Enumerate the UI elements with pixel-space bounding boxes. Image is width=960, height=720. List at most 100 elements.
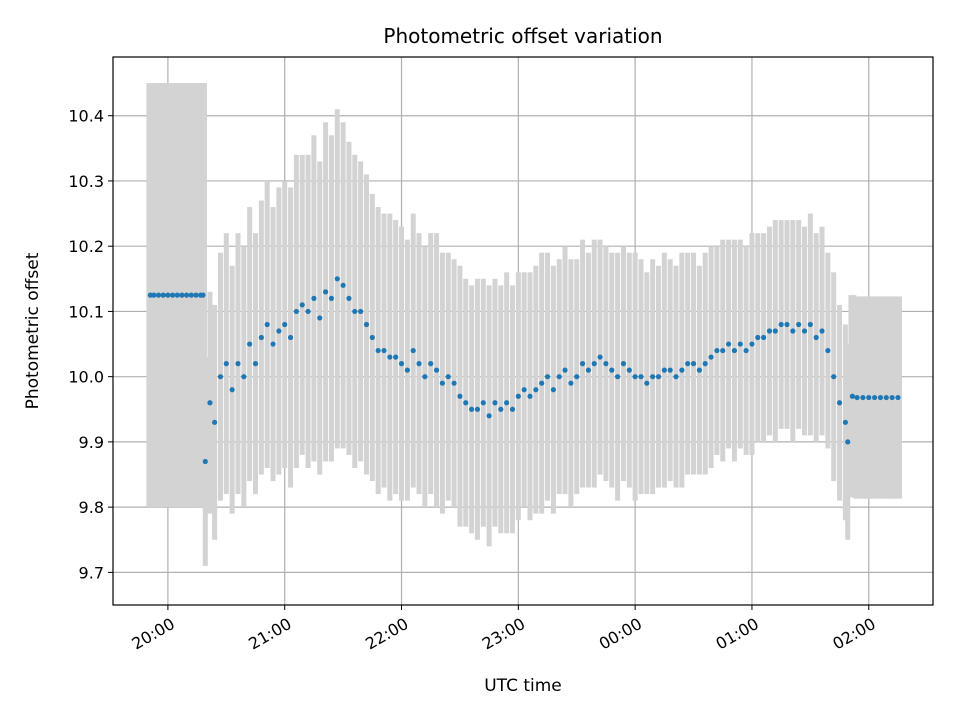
data-point xyxy=(322,289,329,295)
y-tick-label: 10.1 xyxy=(68,302,104,321)
data-point xyxy=(655,374,662,380)
data-point xyxy=(527,393,533,399)
data-point xyxy=(673,374,679,380)
data-point xyxy=(492,400,498,406)
data-point xyxy=(749,341,755,347)
data-point xyxy=(556,374,562,380)
data-point xyxy=(845,439,851,445)
data-point xyxy=(410,347,416,354)
data-point xyxy=(457,393,463,399)
data-point xyxy=(474,406,481,412)
data-point xyxy=(685,361,691,367)
data-point xyxy=(714,347,720,354)
data-point xyxy=(428,361,434,367)
data-point xyxy=(270,341,276,347)
data-point xyxy=(509,406,516,412)
data-point xyxy=(504,400,510,406)
data-point xyxy=(766,328,773,334)
data-point xyxy=(404,367,410,373)
data-point xyxy=(179,292,185,298)
data-point xyxy=(515,393,521,399)
y-tick-label: 10.3 xyxy=(68,172,104,191)
data-point xyxy=(533,387,539,393)
data-point xyxy=(849,393,856,399)
data-point xyxy=(439,380,446,386)
data-point xyxy=(258,334,264,341)
data-point xyxy=(498,406,504,412)
data-point xyxy=(720,347,726,354)
data-point xyxy=(790,328,796,334)
data-point xyxy=(486,413,492,419)
data-point xyxy=(422,374,428,380)
data-point xyxy=(603,361,609,367)
data-point xyxy=(638,374,644,380)
data-points xyxy=(147,276,901,465)
data-point xyxy=(188,292,194,298)
data-point xyxy=(801,328,808,334)
data-point xyxy=(597,354,603,360)
data-point xyxy=(381,347,387,354)
data-point xyxy=(772,328,778,334)
data-point xyxy=(346,295,352,301)
data-point xyxy=(363,321,370,328)
data-point xyxy=(293,308,299,315)
data-point xyxy=(200,292,206,298)
data-point xyxy=(375,347,381,354)
data-point xyxy=(696,367,702,373)
data-point xyxy=(679,367,685,373)
data-point xyxy=(212,419,218,425)
data-point xyxy=(632,374,638,380)
data-point xyxy=(889,394,895,401)
data-point xyxy=(761,334,767,341)
data-point xyxy=(521,387,527,393)
x-axis-label: UTC time xyxy=(484,676,562,696)
data-point xyxy=(352,308,358,315)
data-point xyxy=(854,394,860,401)
data-point xyxy=(860,394,866,401)
y-tick-label: 10.4 xyxy=(68,107,104,126)
data-point xyxy=(276,328,282,334)
data-point xyxy=(690,361,697,367)
data-point xyxy=(264,321,270,328)
data-point xyxy=(585,367,592,373)
data-point xyxy=(247,341,253,347)
data-point xyxy=(796,321,802,328)
data-point xyxy=(650,374,656,380)
data-point xyxy=(667,367,673,373)
data-point xyxy=(819,328,825,334)
data-point xyxy=(609,367,615,373)
data-point xyxy=(183,292,190,298)
data-point xyxy=(469,406,475,412)
data-point xyxy=(737,341,743,347)
data-point xyxy=(282,321,288,328)
data-point xyxy=(387,354,393,360)
data-point xyxy=(755,334,761,341)
data-point xyxy=(305,308,311,315)
data-point xyxy=(299,302,305,308)
data-point xyxy=(708,354,714,360)
data-point xyxy=(229,387,235,393)
data-point xyxy=(562,367,568,373)
data-point xyxy=(866,394,872,401)
data-point xyxy=(160,292,166,298)
data-point xyxy=(287,334,294,341)
data-point xyxy=(202,458,208,465)
data-point xyxy=(568,380,574,386)
y-tick-label: 10.0 xyxy=(68,368,104,387)
data-point xyxy=(151,292,157,298)
data-point xyxy=(579,361,586,367)
data-point xyxy=(784,321,790,328)
data-point xyxy=(877,394,884,401)
data-point xyxy=(217,374,224,380)
data-point xyxy=(883,394,889,401)
data-point xyxy=(174,292,180,298)
data-point xyxy=(165,292,171,298)
data-point xyxy=(369,334,375,341)
plot-frame xyxy=(112,56,934,606)
data-point xyxy=(334,276,340,282)
data-point xyxy=(207,400,213,406)
data-point xyxy=(544,374,551,380)
data-point xyxy=(778,321,784,328)
data-point xyxy=(615,374,621,380)
